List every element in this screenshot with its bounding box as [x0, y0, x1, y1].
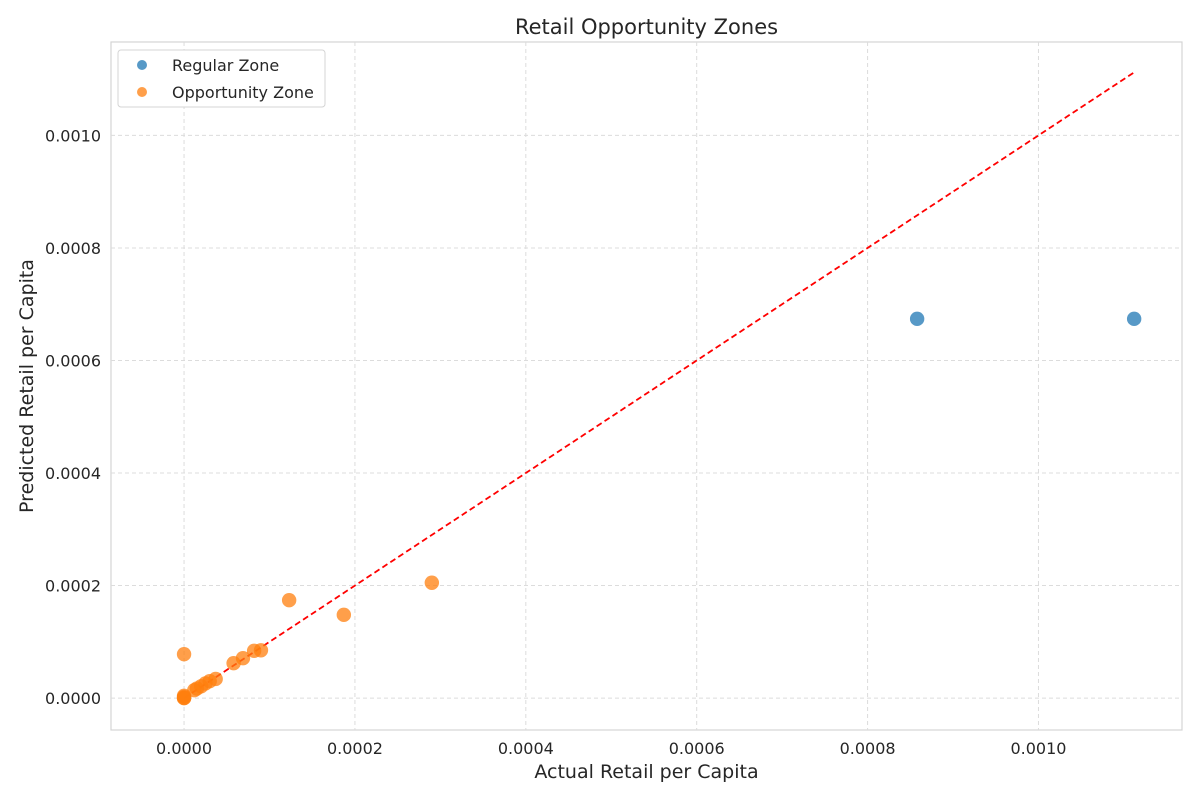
- legend: Regular Zone Opportunity Zone: [117, 49, 326, 108]
- legend-box: [117, 49, 326, 108]
- x-tick-label: 0.0004: [498, 739, 554, 758]
- legend-label-opportunity-zone: Opportunity Zone: [172, 83, 314, 102]
- plot-area: [110, 41, 1183, 731]
- y-tick-label: 0.0008: [45, 239, 101, 258]
- y-tick-label: 0.0010: [45, 126, 101, 145]
- x-tick-label: 0.0008: [840, 739, 896, 758]
- y-tick-labels: 0.0000 0.0002 0.0004 0.0006 0.0008 0.0010: [45, 126, 101, 708]
- chart-title: Retail Opportunity Zones: [515, 15, 778, 39]
- y-axis-title: Predicted Retail per Capita: [16, 259, 38, 513]
- legend-marker-regular-zone: [137, 60, 147, 70]
- data-point: [424, 575, 440, 590]
- x-tick-label: 0.0010: [1010, 739, 1066, 758]
- legend-label-regular-zone: Regular Zone: [172, 56, 279, 75]
- grid-lines: [111, 42, 1182, 730]
- y-tick-label: 0.0000: [45, 689, 101, 708]
- x-tick-label: 0.0002: [327, 739, 383, 758]
- data-point: [1126, 311, 1142, 327]
- legend-marker-opportunity-zone: [137, 87, 147, 97]
- data-point: [226, 656, 241, 671]
- data-point: [176, 647, 192, 662]
- y-tick-label: 0.0004: [45, 464, 101, 483]
- data-point: [336, 607, 352, 623]
- series-regular-zone: [909, 311, 1142, 327]
- x-tick-labels: 0.0000 0.0002 0.0004 0.0006 0.0008 0.0010: [156, 739, 1066, 758]
- data-points: [176, 311, 1142, 706]
- x-axis-title: Actual Retail per Capita: [534, 761, 758, 783]
- y-tick-label: 0.0006: [45, 351, 101, 370]
- y-tick-label: 0.0002: [45, 577, 101, 596]
- data-point: [246, 643, 262, 659]
- x-tick-label: 0.0000: [156, 739, 212, 758]
- data-point: [176, 690, 192, 706]
- data-point: [281, 592, 297, 608]
- data-point: [909, 311, 925, 327]
- series-opportunity-zone: [176, 575, 440, 706]
- x-tick-label: 0.0006: [669, 739, 725, 758]
